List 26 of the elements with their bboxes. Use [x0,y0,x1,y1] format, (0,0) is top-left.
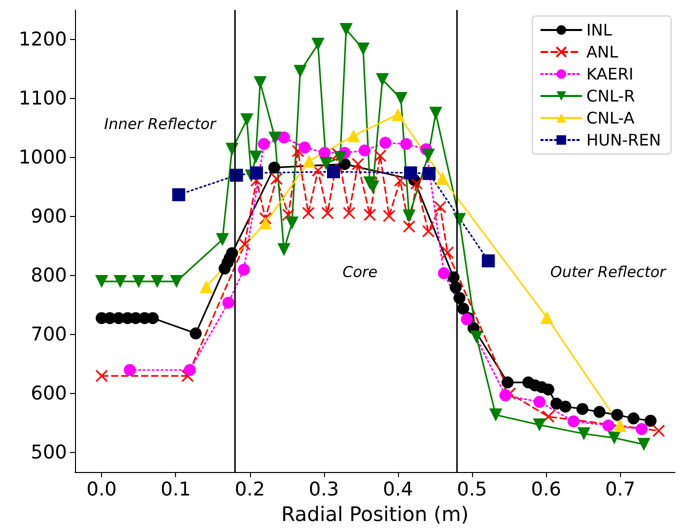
y-tick-label: 1200 [18,28,67,51]
annotation: Core [342,263,378,281]
legend-label: CNL-A [586,108,635,128]
x-tick-label: 0.5 [456,478,488,501]
y-tick-label: 700 [30,324,67,346]
y-tick-label: 1100 [18,88,67,110]
x-tick-label: 0.6 [531,478,562,501]
y-tick-label: 600 [30,382,67,405]
y-tick-label: 500 [30,442,67,464]
x-axis-title: Radial Position (m) [281,502,469,526]
x-tick-label: 0.1 [160,478,191,501]
legend-label: KAERI [586,64,634,84]
y-tick-label: 1000 [18,146,67,169]
annotation: Outer Reflector [550,263,667,281]
legend-label: ANL [586,42,618,62]
y-tick-label: 800 [30,264,67,287]
y-tick-label: 900 [30,206,67,228]
legend-label: CNL-R [586,86,635,106]
legend-label: INL [586,20,612,40]
x-tick-label: 0.4 [382,478,414,501]
x-tick-label: 0.3 [308,478,339,501]
x-tick-label: 0.7 [605,478,636,501]
annotation: Inner Reflector [104,115,217,133]
x-tick-label: 0.2 [234,478,265,501]
x-tick-label: 0.0 [86,478,117,501]
legend-label: HUN-REN [586,130,662,150]
